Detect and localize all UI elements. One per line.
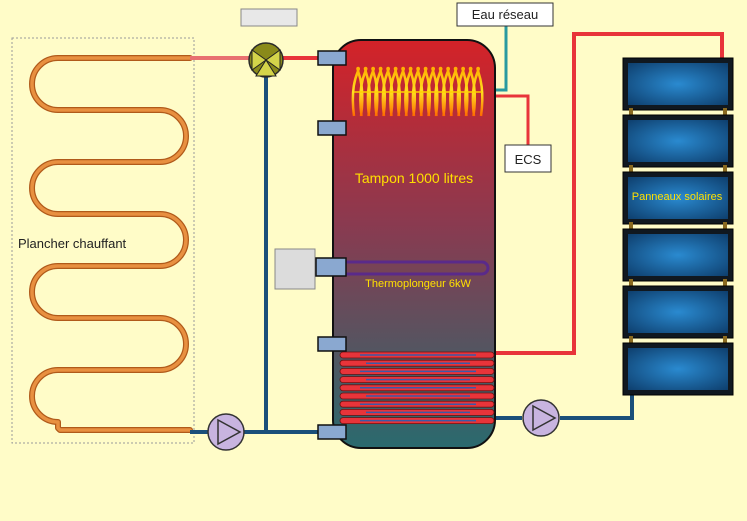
- floor-heating-label: Plancher chauffant: [18, 236, 127, 251]
- immersion-heater-box: [274, 248, 316, 290]
- floor-heating-zone: Plancher chauffant: [11, 37, 195, 444]
- solar-panels-label: Panneaux solaires: [632, 191, 723, 203]
- tank-port-bottom: [317, 424, 347, 440]
- solar-panel: [628, 348, 728, 390]
- tank-port-upper: [317, 120, 347, 136]
- solar-panel-link: [723, 165, 727, 174]
- solar-panel-link: [629, 336, 633, 345]
- solar-panel: [628, 291, 728, 333]
- immersion-heater-label: Thermoplongeur 6kW: [365, 278, 471, 290]
- three-way-valve-icon: [248, 42, 284, 78]
- solar-hot-pipe: [494, 32, 724, 355]
- dhw-pipe: [482, 94, 530, 145]
- tank-port-top: [317, 50, 347, 66]
- floor-heating-coil-highlight: [30, 56, 192, 432]
- tank-connectors: [315, 50, 347, 440]
- floor-pump-icon: [207, 413, 245, 451]
- floor-heating-border: [11, 37, 195, 444]
- dhw-tag: ECS: [504, 144, 552, 173]
- solar-panel-link: [629, 165, 633, 174]
- solar-cold-pipe-b: [560, 388, 634, 420]
- solar-heat-exchanger: [339, 351, 495, 425]
- solar-panel-link: [629, 222, 633, 231]
- solar-panel-link: [723, 222, 727, 231]
- solar-panel-link: [629, 108, 633, 117]
- dhw-label: ECS: [515, 152, 542, 167]
- solar-panel-link: [723, 108, 727, 117]
- solar-panel-array: [622, 57, 734, 396]
- valve-actuator: [240, 8, 298, 27]
- pipes: [190, 26, 724, 434]
- tank-label: Tampon 1000 litres: [355, 170, 473, 186]
- solar-panel-link: [723, 279, 727, 288]
- solar-panel: [628, 234, 728, 276]
- solar-pump-icon: [522, 399, 560, 437]
- dhw-coil-loop: [471, 66, 484, 117]
- mains-water-label: Eau réseau: [472, 7, 539, 22]
- mains-water-tag: Eau réseau: [456, 2, 554, 27]
- tank-port-lower: [317, 336, 347, 352]
- solar-panel-link: [723, 336, 727, 345]
- tank-body: [332, 39, 496, 449]
- solar-panel: [628, 120, 728, 162]
- solar-panel-link: [629, 279, 633, 288]
- tank-port-heater: [315, 257, 347, 277]
- solar-panel: [628, 177, 728, 219]
- dhw-heat-exchanger: [351, 66, 484, 117]
- buffer-tank: Tampon 1000 litres Thermoplongeur 6kW: [274, 39, 496, 449]
- solar-panel: [628, 63, 728, 105]
